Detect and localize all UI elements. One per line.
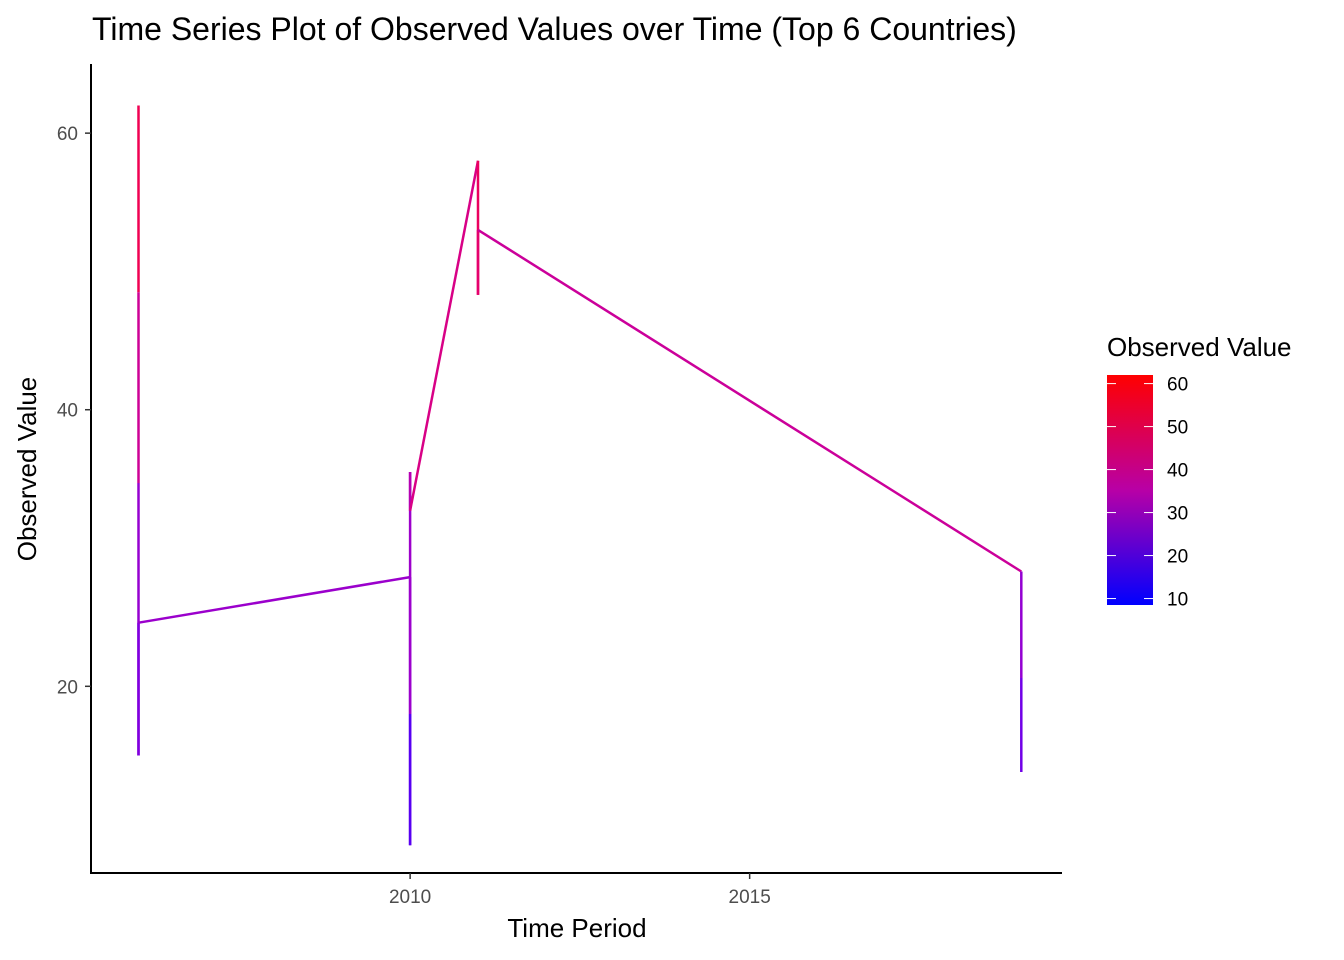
- legend-colorbar: [1107, 375, 1153, 605]
- plot-area: 2010 2015 20 40 60: [57, 64, 1062, 908]
- x-tick-label: 2015: [729, 887, 771, 908]
- legend-tick-label: 60: [1167, 375, 1188, 396]
- chart-title: Time Series Plot of Observed Values over…: [92, 11, 1017, 47]
- y-tick-label: 20: [57, 677, 78, 698]
- y-axis-title: Observed Value: [12, 377, 42, 562]
- series-segment: [138, 575, 411, 624]
- series-segment: [408, 160, 480, 511]
- legend-tick-label: 40: [1167, 461, 1188, 482]
- x-axis-ticks: 2010 2015: [389, 873, 771, 908]
- y-axis-ticks: 20 40 60: [57, 124, 91, 698]
- x-axis-title: Time Period: [507, 913, 646, 943]
- color-legend: Observed Value 10 20 30 40 50 60: [1107, 332, 1292, 611]
- series-group: [137, 105, 1023, 846]
- y-tick-label: 40: [57, 401, 78, 422]
- legend-tick-label: 30: [1167, 504, 1188, 525]
- legend-ticks: 10 20 30 40 50 60: [1107, 375, 1188, 611]
- legend-tick-label: 20: [1167, 547, 1188, 568]
- legend-tick-label: 50: [1167, 418, 1188, 439]
- legend-title: Observed Value: [1107, 332, 1292, 362]
- legend-tick-label: 10: [1167, 590, 1188, 611]
- series-segment: [477, 228, 1022, 573]
- x-tick-label: 2010: [389, 887, 431, 908]
- y-tick-label: 60: [57, 124, 78, 145]
